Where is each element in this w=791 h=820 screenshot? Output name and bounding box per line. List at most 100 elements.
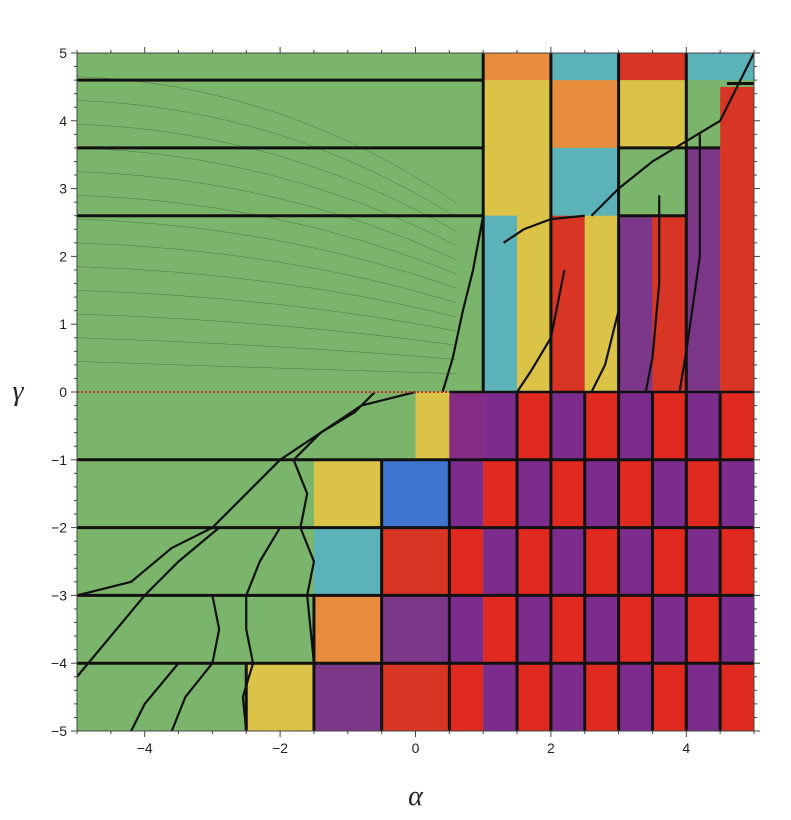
checker-cell — [686, 595, 721, 664]
checker-cell — [720, 527, 754, 596]
singular-curve — [644, 195, 661, 393]
y-tick-label: 1 — [59, 316, 67, 332]
checker-cell — [618, 527, 653, 596]
singular-curve — [130, 662, 180, 731]
checker-cell — [686, 459, 721, 528]
x-tick-label: 0 — [412, 740, 420, 756]
color-region — [584, 215, 619, 392]
color-region — [483, 80, 551, 148]
color-region — [449, 392, 484, 460]
checker-cell — [720, 595, 754, 664]
checker-cell — [483, 392, 518, 460]
checker-cell — [584, 595, 619, 664]
plot-area — [77, 53, 754, 731]
checker-cell — [720, 663, 754, 731]
y-tick-label: −4 — [51, 655, 67, 671]
checker-cell — [652, 459, 687, 528]
singular-curve — [77, 390, 416, 597]
checker-cell — [550, 527, 585, 596]
color-region — [618, 53, 687, 81]
checker-cell — [483, 595, 518, 664]
singular-curve — [516, 269, 566, 393]
contour-line — [77, 100, 457, 218]
contour-line — [77, 171, 457, 260]
singular-curve — [590, 53, 754, 217]
color-region — [381, 595, 450, 664]
checker-cell — [720, 459, 754, 528]
color-region — [618, 80, 687, 148]
x-axis-label: α — [408, 781, 424, 812]
x-tick-label: −4 — [137, 740, 153, 756]
color-region — [313, 663, 382, 731]
y-tick-label: −2 — [51, 520, 67, 536]
axes: −4 −2 0 2 4 −5 −4 −3 −2 −1 0 1 2 3 4 5 — [51, 45, 760, 756]
y-tick-label: 3 — [59, 181, 67, 197]
checker-cell — [584, 459, 619, 528]
checker-cell — [618, 595, 653, 664]
color-region — [483, 53, 551, 81]
color-region — [720, 86, 754, 393]
contour-line — [77, 290, 457, 332]
singular-curve — [241, 527, 282, 731]
color-region — [618, 215, 653, 392]
contour-line — [77, 361, 457, 374]
checker-cell — [618, 663, 653, 731]
y-tick-label: −5 — [51, 723, 67, 739]
checker-cell — [584, 392, 619, 460]
checker-cell — [652, 527, 687, 596]
y-tick-label: 2 — [59, 248, 67, 264]
contour-line — [77, 147, 457, 246]
singular-curve — [441, 215, 485, 393]
checker-cell — [584, 663, 619, 731]
color-region — [550, 147, 619, 216]
y-axis-label: γ — [12, 376, 24, 407]
checker-cell — [618, 392, 653, 460]
contour-line — [77, 195, 457, 275]
contour-line — [77, 266, 457, 317]
checker-cell — [550, 392, 585, 460]
contour-line — [77, 242, 457, 303]
y-tick-label: −1 — [51, 452, 67, 468]
checker-cell — [720, 392, 754, 460]
checker-cell — [550, 459, 585, 528]
checker-cell — [686, 527, 721, 596]
color-region — [686, 53, 754, 81]
checker-cell — [517, 392, 551, 460]
checker-cell — [449, 527, 484, 596]
color-region — [517, 215, 551, 392]
contour-line — [77, 313, 457, 346]
color-region — [381, 527, 450, 596]
checker-cell — [652, 392, 687, 460]
checker-cell — [686, 663, 721, 731]
x-tick-label: 2 — [547, 740, 555, 756]
checker-cell — [517, 527, 551, 596]
checker-cell — [686, 392, 721, 460]
color-region — [313, 595, 382, 664]
checker-cell — [652, 595, 687, 664]
contour-line — [77, 123, 457, 232]
y-tick-label: 0 — [59, 384, 67, 400]
checker-cell — [584, 527, 619, 596]
checker-cell — [449, 663, 484, 731]
singular-curve — [678, 134, 701, 393]
contour-line — [77, 218, 457, 289]
checker-cell — [483, 459, 518, 528]
color-region — [313, 527, 382, 596]
color-region — [381, 459, 450, 528]
contour-line — [77, 337, 457, 360]
checker-cell — [652, 663, 687, 731]
y-tick-label: 4 — [59, 113, 67, 129]
color-region — [313, 459, 382, 528]
color-region — [483, 147, 551, 216]
singular-curve — [502, 214, 585, 244]
color-region — [381, 663, 450, 731]
y-tick-label: 5 — [59, 45, 67, 61]
checker-cell — [449, 459, 484, 528]
color-region — [483, 215, 518, 392]
color-region — [246, 663, 314, 731]
checker-cell — [550, 595, 585, 664]
color-region — [550, 53, 619, 81]
color-region — [550, 215, 585, 392]
x-tick-label: −2 — [272, 740, 288, 756]
